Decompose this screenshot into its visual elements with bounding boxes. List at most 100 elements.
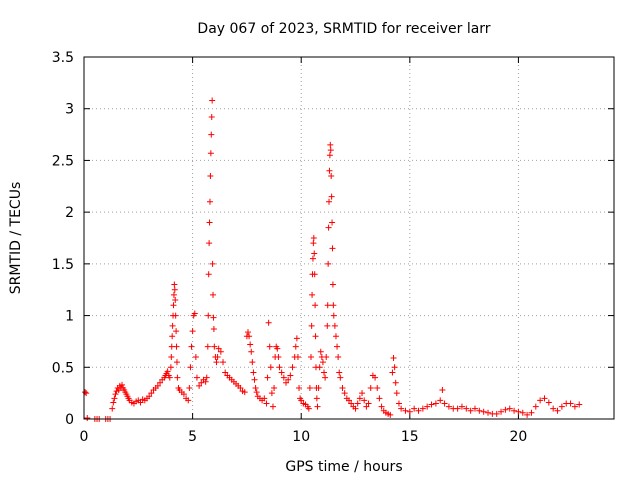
data-point — [268, 390, 275, 397]
x-axis-label: GPS time / hours — [285, 459, 402, 475]
data-point — [352, 405, 359, 412]
data-point — [172, 297, 179, 304]
data-point — [209, 260, 216, 267]
data-point — [329, 219, 336, 226]
data-point — [392, 379, 399, 386]
data-point — [310, 235, 317, 241]
data-point — [558, 403, 565, 410]
data-point — [266, 343, 273, 350]
data-point — [309, 291, 316, 298]
data-point — [173, 359, 180, 366]
data-point — [293, 335, 300, 342]
y-tick-label: 3.5 — [52, 50, 74, 66]
data-point — [249, 359, 256, 366]
data-point — [545, 399, 552, 406]
data-point — [329, 245, 336, 252]
data-point — [274, 345, 281, 352]
data-point — [261, 395, 268, 402]
data-point — [112, 391, 119, 398]
y-axis-label: SRMTID / TECUs — [8, 182, 24, 295]
data-point — [204, 343, 211, 350]
data-point — [173, 328, 180, 335]
data-point — [571, 403, 578, 410]
data-point — [84, 414, 91, 421]
data-point — [391, 364, 398, 371]
chart-title: Day 067 of 2023, SRMTID for receiver lar… — [197, 21, 490, 37]
data-point — [173, 343, 180, 350]
data-point — [324, 322, 331, 329]
data-point — [485, 409, 492, 416]
data-point — [367, 384, 374, 391]
data-point — [324, 302, 331, 309]
data-point — [275, 353, 282, 360]
data-point — [311, 250, 318, 257]
y-tick-label: 0.5 — [52, 360, 74, 376]
data-point — [393, 390, 400, 397]
data-point — [205, 271, 212, 278]
data-point — [271, 384, 278, 391]
data-point — [307, 353, 314, 360]
data-point — [365, 400, 372, 407]
data-point — [389, 369, 396, 376]
data-point — [203, 374, 210, 381]
data-point — [210, 291, 217, 298]
data-point — [188, 343, 195, 350]
data-point — [406, 408, 413, 415]
data-point — [217, 348, 224, 355]
x-tick-label: 20 — [510, 429, 528, 445]
plot-frame — [83, 56, 615, 420]
data-point — [378, 403, 385, 410]
data-point — [458, 403, 465, 410]
data-point — [292, 343, 299, 350]
data-point — [298, 397, 305, 404]
x-tick-label: 0 — [80, 429, 89, 445]
x-tick-label: 10 — [292, 429, 310, 445]
grid-lines — [84, 57, 614, 419]
data-point — [306, 384, 313, 391]
data-point — [498, 408, 505, 415]
data-point — [310, 240, 317, 247]
data-point — [334, 343, 341, 350]
data-point — [506, 405, 513, 412]
data-point — [476, 407, 483, 414]
data-point — [164, 368, 171, 375]
data-point — [137, 399, 144, 406]
data-point — [424, 403, 431, 410]
data-point — [278, 369, 285, 376]
data-point — [250, 369, 257, 376]
data-point — [170, 302, 177, 309]
data-point — [146, 393, 153, 400]
data-point — [337, 374, 344, 381]
data-point — [207, 150, 214, 157]
data-point — [269, 403, 276, 410]
data-point — [419, 405, 426, 412]
data-point — [445, 403, 452, 410]
data-point — [348, 400, 355, 407]
data-point — [206, 198, 213, 205]
data-point — [154, 382, 161, 389]
data-point — [220, 359, 227, 366]
x-tick-label: 5 — [188, 429, 197, 445]
data-point — [346, 397, 352, 404]
data-point — [316, 364, 323, 371]
data-point — [264, 374, 271, 381]
axis-ticks: 0 0.5 1 1.5 2 2.5 3 3.5 0 5 10 15 20 — [52, 50, 614, 445]
data-point — [387, 411, 394, 418]
data-point — [202, 378, 209, 385]
data-point — [210, 326, 217, 333]
data-point — [312, 333, 319, 340]
data-point — [287, 372, 294, 379]
data-point — [323, 353, 330, 360]
data-point — [171, 286, 178, 293]
data-point — [327, 147, 334, 154]
data-point — [361, 397, 368, 404]
data-point — [251, 376, 258, 383]
data-point — [109, 405, 116, 412]
data-point — [148, 390, 155, 397]
data-point — [241, 389, 248, 396]
data-point — [110, 399, 117, 406]
data-point — [532, 403, 539, 410]
data-point — [174, 374, 181, 381]
data-point — [211, 343, 218, 350]
y-tick-label: 1 — [65, 309, 74, 325]
